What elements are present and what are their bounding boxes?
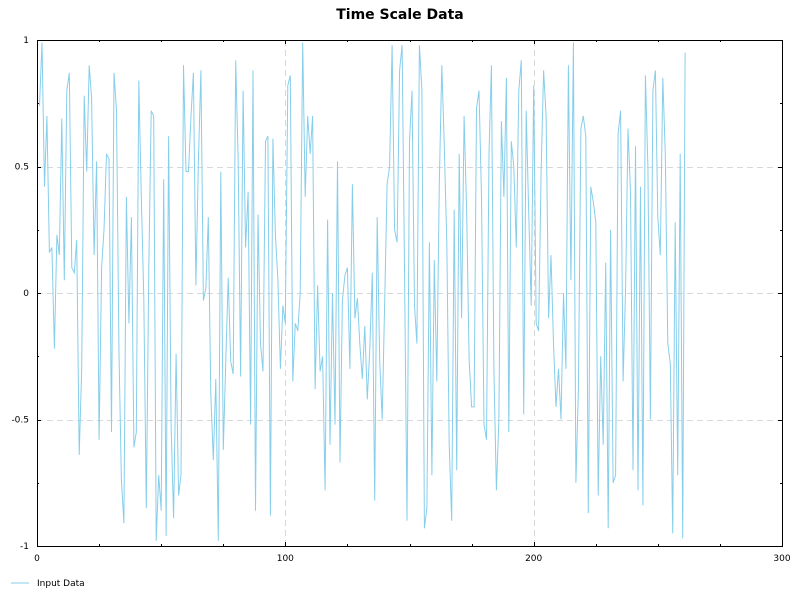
x-tick-label: 200 [525,554,542,564]
y-tick-label: 0.5 [15,163,29,173]
y-tick-label: 0 [23,289,29,299]
series-line-input-data [39,42,686,541]
y-tick-label: -0.5 [11,416,29,426]
x-tick-label: 300 [773,554,790,564]
chart-title: Time Scale Data [336,7,464,23]
series-layer [39,42,686,541]
x-tick-label: 100 [277,554,294,564]
legend: Input Data [11,579,85,589]
x-tick-label: 0 [34,554,40,564]
axis-ticks [37,40,783,547]
tick-labels: 0 100 200 300 -1 -0.5 0 0.5 1 [11,36,790,564]
y-tick-label: 1 [23,36,29,46]
legend-label-input-data: Input Data [37,579,85,589]
y-tick-label: -1 [20,542,29,552]
